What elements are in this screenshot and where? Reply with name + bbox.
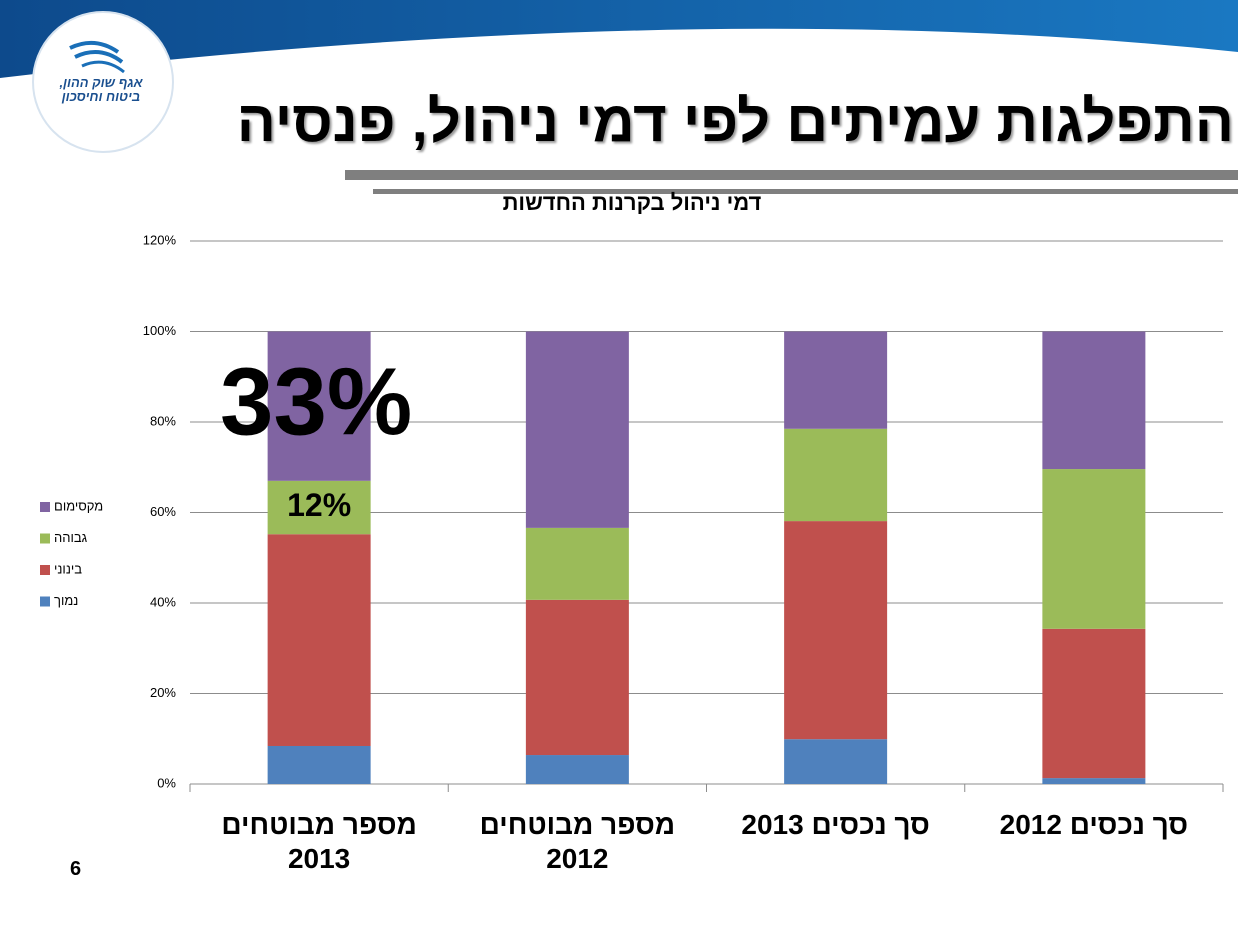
y-tick-label: 60%	[150, 504, 176, 519]
chart: 0% 20% 40% 60% 80% 100% 120% 12% 33% מקסימום גבוהה…	[40, 232, 1224, 792]
x-tick-label: סך נכסים 2013	[741, 809, 930, 840]
bar-segment	[525, 527, 629, 600]
legend-label: נמוך	[54, 593, 78, 608]
title-rule	[373, 189, 1238, 194]
bar-segment	[525, 599, 629, 756]
x-tick-label: סך נכסים 2012	[999, 809, 1189, 840]
slide-title: התפלגות עמיתים לפי דמי ניהול, פנסיה	[236, 89, 1234, 154]
legend-swatch	[40, 565, 50, 575]
x-tick-label: מספר מבוטחים 2012	[479, 809, 676, 874]
bar-segment	[267, 480, 371, 535]
legend-swatch	[40, 502, 50, 512]
y-tick-label: 80%	[150, 413, 176, 428]
title-rule	[345, 170, 1238, 180]
bar-segment	[1042, 628, 1146, 779]
page-number: 6	[70, 858, 82, 880]
logo-wave	[74, 50, 124, 64]
header-band	[0, 0, 1238, 78]
bar-segment	[784, 521, 888, 740]
legend-label: גבוהה	[54, 530, 88, 545]
bar-segment	[1042, 778, 1146, 784]
y-tick-label: 120%	[143, 232, 177, 247]
bar-segment	[1042, 469, 1146, 629]
y-tick-label: 100%	[143, 323, 177, 338]
legend-swatch	[40, 533, 50, 544]
data-label: 33%	[220, 349, 412, 456]
y-tick-label: 20%	[150, 685, 176, 700]
legend-swatch	[40, 596, 50, 607]
bar-segment	[784, 331, 888, 429]
logo-wave	[69, 40, 120, 54]
logo-text: אגף שוק ההון, ביטוח וחיסכון	[55, 76, 147, 104]
chart-title: דמי ניהול בקרנות החדשות	[502, 190, 762, 215]
y-tick-label: 40%	[150, 594, 176, 609]
bar-segment	[525, 331, 629, 528]
bar-segment	[784, 428, 888, 522]
x-tick-label: מספר מבוטחים 2013	[221, 809, 417, 874]
logo-circle	[32, 11, 174, 153]
y-tick-label: 0%	[157, 775, 176, 790]
bar-segment	[267, 534, 371, 746]
logo-line: ביטוח וחיסכון	[61, 89, 141, 104]
bar-segment	[1042, 331, 1146, 470]
logo-wave	[81, 60, 125, 74]
data-label: 12%	[287, 487, 351, 523]
legend-label: מקסימום	[54, 498, 103, 513]
legend-label: בינוני	[54, 561, 82, 576]
bar-segment	[267, 745, 371, 784]
logo-line: אגף שוק ההון,	[59, 75, 143, 90]
bar-segment	[784, 739, 888, 784]
bar-segment	[267, 331, 371, 481]
bar-segment	[525, 755, 629, 784]
